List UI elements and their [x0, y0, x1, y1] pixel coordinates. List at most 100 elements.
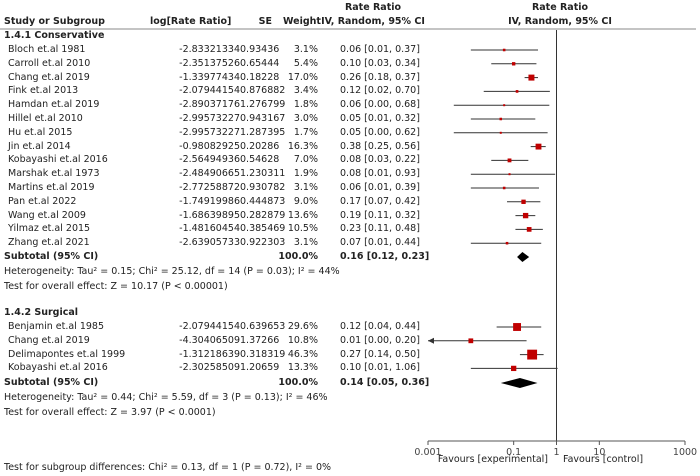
study-logrr: -1.68639895 [179, 209, 240, 221]
study-weight: 10.5% [287, 223, 318, 235]
study-ci: 0.17 [0.07, 0.42] [340, 195, 420, 207]
study-weight: 13.6% [287, 209, 318, 221]
heterogeneity-text: Heterogeneity: Tau² = 0.44; Chi² = 5.59,… [4, 392, 328, 403]
study-se: 0.93436 [240, 44, 280, 55]
effect-marker [535, 143, 542, 150]
study-name: Kobayashi et.al 2016 [8, 362, 108, 374]
study-logrr: -2.83321334 [179, 44, 240, 55]
effect-marker [505, 241, 509, 245]
header-se: SE [258, 16, 272, 27]
study-se: 0.318319 [240, 348, 286, 360]
study-se: 0.444873 [240, 195, 286, 207]
study-se: 0.20286 [240, 140, 280, 152]
study-ci: 0.06 [0.00, 0.68] [340, 99, 420, 111]
study-name: Carroll et.al 2010 [8, 57, 91, 69]
study-ci: 0.12 [0.02, 0.70] [340, 85, 420, 97]
study-se: 1.37266 [240, 334, 280, 346]
study-logrr: -0.98082925 [179, 140, 240, 152]
subtotal-label: Subtotal (95% CI) [4, 377, 99, 388]
effect-marker [503, 104, 506, 107]
study-weight: 9.0% [293, 195, 318, 207]
overall-effect-text: Test for overall effect: Z = 3.97 (P < 0… [4, 407, 216, 418]
study-ci: 0.19 [0.11, 0.32] [340, 209, 420, 221]
subgroup-differences-test: Test for subgroup differences: Chi² = 0.… [4, 462, 332, 473]
study-weight: 3.4% [293, 85, 318, 97]
study-weight: 3.1% [293, 182, 318, 193]
study-logrr: -1.74919986 [179, 195, 240, 207]
x-tick-label: 1000 [673, 447, 697, 458]
study-weight: 10.8% [287, 334, 318, 346]
study-se: 0.943167 [240, 113, 286, 124]
study-se: 0.54628 [240, 154, 280, 166]
effect-marker [527, 349, 538, 360]
effect-marker [528, 74, 535, 81]
subtotal-weight: 100.0% [278, 377, 318, 388]
study-weight: 16.3% [287, 140, 318, 152]
study-ci: 0.07 [0.01, 0.44] [340, 237, 420, 249]
study-weight: 29.6% [287, 321, 318, 332]
study-name: Martins et.al 2019 [8, 182, 95, 193]
subgroup-title: 1.4.2 Surgical [4, 307, 79, 318]
study-weight: 1.8% [293, 99, 318, 111]
study-se: 1.276799 [240, 99, 286, 111]
study-weight: 3.1% [293, 237, 318, 249]
effect-marker [526, 227, 532, 232]
study-weight: 1.9% [293, 168, 318, 180]
study-ci: 0.05 [0.01, 0.32] [340, 113, 420, 124]
study-logrr: -2.07944154 [179, 321, 240, 332]
subtotal-diamond [517, 252, 530, 262]
study-se: 0.282879 [240, 209, 286, 221]
study-ci: 0.26 [0.18, 0.37] [340, 71, 420, 83]
study-weight: 13.3% [287, 362, 318, 374]
study-weight: 7.0% [293, 154, 318, 166]
heterogeneity-text: Heterogeneity: Tau² = 0.15; Chi² = 25.12… [4, 266, 340, 277]
study-se: 1.230311 [240, 168, 286, 180]
study-se: 0.639653 [240, 321, 286, 332]
x-tick-label: 0.001 [414, 447, 441, 458]
x-tick-label: 10 [593, 447, 605, 458]
effect-marker [511, 62, 516, 66]
effect-marker [499, 117, 503, 121]
ci-arrow [428, 337, 434, 344]
study-ci: 0.01 [0.00, 0.20] [340, 334, 420, 346]
subtotal-label: Subtotal (95% CI) [4, 251, 99, 262]
x-tick-label: 1 [553, 447, 559, 458]
effect-marker [511, 365, 517, 372]
study-logrr: -2.99573227 [179, 126, 240, 138]
study-se: 0.922303 [240, 237, 286, 249]
study-se: 0.65444 [240, 57, 280, 69]
study-se: 0.876882 [240, 85, 286, 97]
study-logrr: -4.30406509 [179, 334, 240, 346]
effect-marker [522, 212, 529, 219]
study-logrr: -2.89037176 [179, 99, 240, 111]
subgroup-title: 1.4.1 Conservative [4, 30, 105, 41]
header-plot-top: Rate Ratio [531, 2, 589, 13]
study-name: Wang et.al 2009 [8, 209, 86, 221]
study-logrr: -2.56494936 [179, 154, 240, 166]
study-logrr: -2.77258872 [179, 182, 240, 193]
study-name: Chang et.al 2019 [8, 71, 90, 83]
effect-marker [521, 199, 526, 204]
study-logrr: -1.33977434 [179, 71, 240, 83]
study-logrr: -2.30258509 [179, 362, 240, 374]
study-logrr: -2.99573227 [179, 113, 240, 124]
overall-effect-text: Test for overall effect: Z = 10.17 (P < … [4, 281, 228, 292]
study-name: Pan et.al 2022 [8, 195, 77, 207]
study-se: 0.385469 [240, 223, 286, 235]
study-se: 1.287395 [240, 126, 286, 138]
study-ci: 0.10 [0.03, 0.34] [340, 57, 420, 69]
study-name: Hamdan et.al 2019 [8, 99, 100, 111]
study-weight: 5.4% [293, 57, 318, 69]
header-plot-bottom: IV, Random, 95% CI [508, 16, 612, 27]
effect-marker [499, 131, 502, 134]
study-name: Hillel et.al 2010 [8, 113, 83, 124]
study-logrr: -2.48490665 [179, 168, 240, 180]
header-logrr: log[Rate Ratio] [150, 16, 232, 27]
study-logrr: -2.35137526 [179, 57, 240, 69]
effect-marker [515, 90, 519, 93]
study-se: 1.20659 [240, 362, 280, 374]
header-rr-top: Rate Ratio [344, 2, 402, 13]
study-name: Jin et.al 2014 [8, 140, 71, 152]
study-name: Fink et.al 2013 [8, 85, 79, 97]
